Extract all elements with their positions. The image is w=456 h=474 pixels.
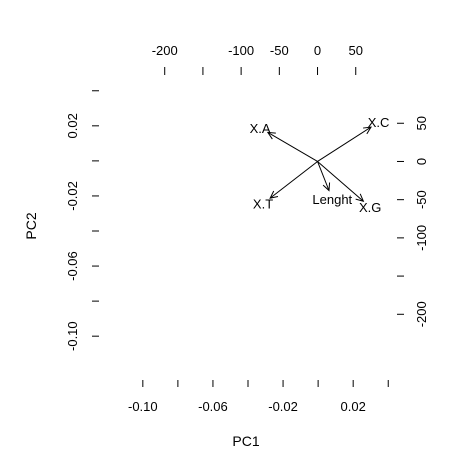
loading-arrows: X.A X.C X.T X.G Lenght	[250, 115, 390, 215]
left-axis-tick-label: -0.10	[65, 321, 80, 351]
top-axis-tick-label: -200	[152, 43, 178, 58]
bottom-axis-tick-label: -0.10	[128, 399, 158, 414]
top-axis-tick-label: 0	[314, 43, 321, 58]
bottom-axis-tick-label: -0.02	[268, 399, 298, 414]
bottom-axis-tick-label: -0.06	[198, 399, 228, 414]
left-axis-tick-label: 0.02	[65, 113, 80, 138]
arrow-head-x-c	[363, 126, 372, 135]
loading-label-x-a: X.A	[250, 121, 271, 136]
right-axis-tick-label: 0	[414, 158, 429, 165]
arrow-head-lenght	[322, 182, 331, 192]
loading-label-lenght: Lenght	[312, 192, 352, 207]
arrow-head-x-g	[355, 193, 365, 202]
loading-arrow-lenght	[317, 161, 330, 191]
loading-arrow-x-a	[267, 131, 318, 162]
y-axis-title: PC2	[23, 212, 39, 239]
right-axis-tick-label: 50	[414, 116, 429, 130]
left-axis: 0.02 -0.02 -0.06 -0.10	[65, 90, 99, 351]
bottom-axis-tick-label: 0.02	[341, 399, 366, 414]
bottom-axis: -0.10 -0.06 -0.02 0.02	[128, 380, 389, 414]
top-axis: -200 -100 -50 0 50	[152, 43, 363, 75]
right-axis: 50 0 -50 -100 -200	[397, 116, 429, 327]
x-axis-title: PC1	[232, 433, 259, 449]
left-axis-tick-label: -0.06	[65, 251, 80, 281]
loading-arrow-x-t	[269, 161, 318, 199]
arrow-head-x-a	[266, 131, 276, 140]
loading-arrow-x-c	[317, 126, 372, 162]
loading-arrow-x-g	[317, 161, 364, 202]
right-axis-tick-label: -100	[414, 225, 429, 251]
arrow-head-x-t	[269, 190, 279, 199]
top-axis-tick-label: 50	[349, 43, 363, 58]
loading-label-x-g: X.G	[359, 200, 381, 215]
right-axis-tick-label: -200	[414, 301, 429, 327]
left-axis-tick-label: -0.02	[65, 181, 80, 211]
right-axis-tick-label: -50	[414, 190, 429, 209]
top-axis-tick-label: -50	[270, 43, 289, 58]
top-axis-tick-label: -100	[228, 43, 254, 58]
loading-label-x-c: X.C	[368, 115, 390, 130]
loading-label-x-t: X.T	[253, 197, 273, 212]
